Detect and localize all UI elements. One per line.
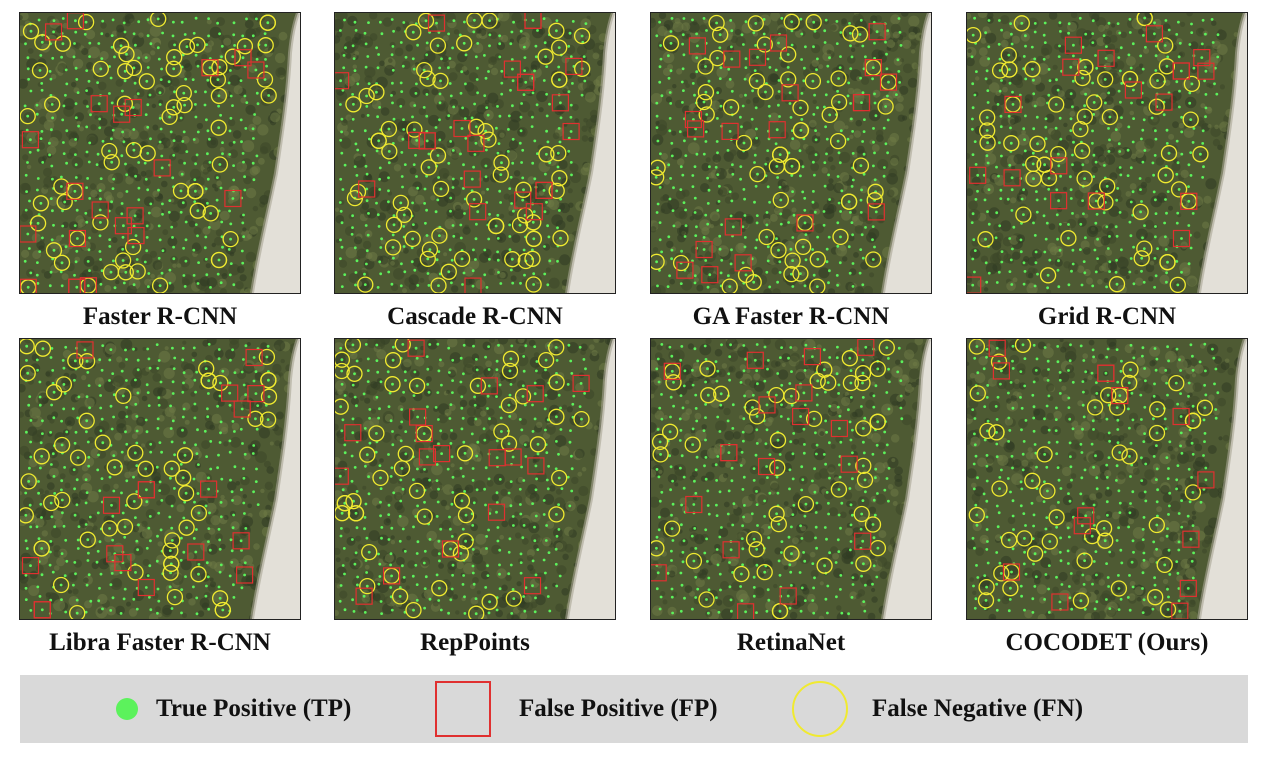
false-positive-markers	[988, 339, 1215, 619]
false-negative-markers	[335, 339, 590, 619]
false-negative-markers	[968, 339, 1214, 618]
panel-caption: Cascade R-CNN	[387, 303, 563, 330]
detection-overlay	[20, 13, 300, 293]
false-positive-markers	[676, 23, 898, 284]
legend: True Positive (TP) False Positive (FP) F…	[20, 675, 1248, 743]
true-positive-markers	[338, 342, 587, 616]
yellow-circle-icon	[792, 681, 848, 737]
detection-image-libra-faster-rcnn	[19, 338, 301, 620]
true-positive-markers	[655, 343, 904, 616]
legend-false-negative: False Negative (FN)	[792, 675, 1083, 743]
legend-label-fn: False Negative (FN)	[872, 695, 1084, 722]
false-positive-markers	[335, 339, 590, 605]
detection-image-retinanet	[650, 338, 932, 620]
detection-overlay	[335, 339, 615, 619]
detection-image-ga-faster-rcnn	[650, 12, 932, 294]
false-positive-markers	[651, 339, 875, 619]
green-dot-icon	[116, 698, 138, 720]
panel-caption: RetinaNet	[736, 629, 846, 656]
false-negative-markers	[20, 339, 278, 619]
panel-caption: GA Faster R-CNN	[692, 303, 890, 330]
detection-image-faster-rcnn	[19, 12, 301, 294]
detection-image-cascade-rcnn	[334, 12, 616, 294]
true-positive-markers	[654, 16, 903, 289]
detection-overlay	[20, 339, 300, 619]
legend-false-positive: False Positive (FP)	[435, 675, 718, 743]
panel-caption: COCODET (Ours)	[1005, 629, 1209, 656]
detection-image-cocodet	[966, 338, 1248, 620]
canopy-texture	[20, 13, 300, 293]
true-positive-markers	[971, 342, 1220, 614]
panel-caption: RepPoints	[420, 629, 530, 656]
detection-image-grid-rcnn	[966, 12, 1248, 294]
legend-true-positive: True Positive (TP)	[116, 675, 351, 743]
panel-caption: Libra Faster R-CNN	[49, 629, 271, 656]
detection-overlay	[651, 339, 931, 619]
detection-overlay	[967, 13, 1247, 293]
false-negative-markers	[651, 13, 897, 293]
false-positive-markers	[21, 341, 265, 619]
detection-overlay	[967, 339, 1247, 619]
panel-caption: Faster R-CNN	[82, 303, 238, 330]
legend-label-fp: False Positive (FP)	[519, 695, 718, 722]
true-positive-markers	[338, 17, 588, 289]
legend-label-tp: True Positive (TP)	[156, 695, 352, 722]
canopy-texture	[335, 13, 615, 293]
false-negative-markers	[345, 13, 591, 293]
canopy-texture	[967, 339, 1247, 619]
detection-overlay	[651, 13, 931, 293]
false-positive-markers	[335, 13, 583, 293]
detection-overlay	[335, 13, 615, 293]
true-positive-markers	[23, 16, 271, 290]
false-positive-markers	[967, 25, 1215, 293]
detection-image-reppoints	[334, 338, 616, 620]
false-positive-markers	[20, 13, 265, 293]
red-square-icon	[435, 681, 491, 737]
panel-caption: Grid R-CNN	[1037, 303, 1177, 330]
false-negative-markers	[967, 13, 1209, 293]
